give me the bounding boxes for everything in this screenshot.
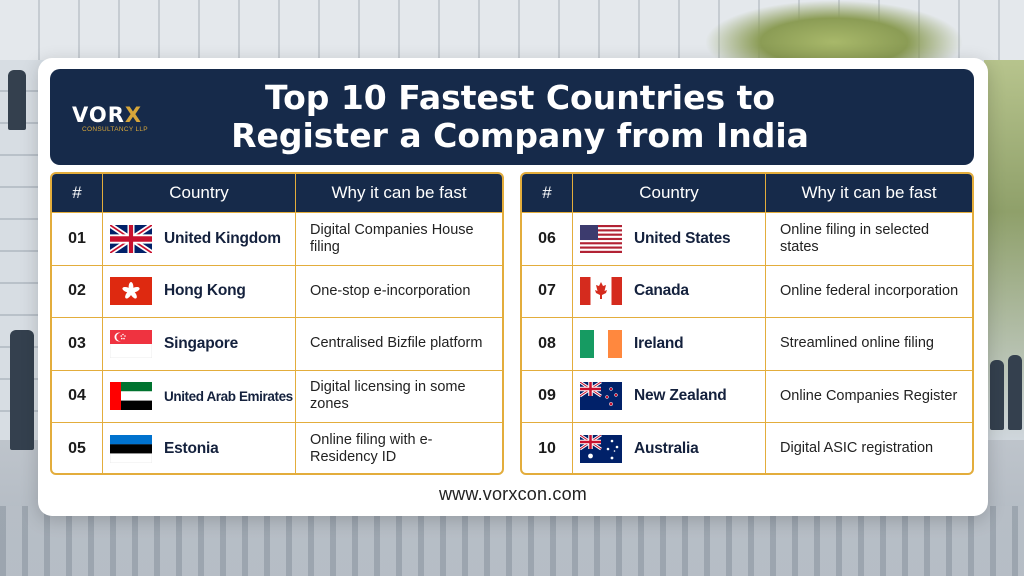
us-flag-icon — [580, 224, 622, 253]
country-name: United Arab Emirates — [164, 388, 293, 404]
reason: Digital licensing in some zones — [310, 379, 466, 413]
country-name: United Kingdom — [164, 229, 281, 247]
rank: 01 — [52, 213, 103, 265]
rank: 06 — [522, 213, 573, 265]
new-zealand-flag-icon — [580, 382, 622, 411]
reason: Online Companies Register — [780, 387, 958, 404]
table-header: # Country Why it can be fast — [52, 174, 502, 212]
country-name: United States — [634, 229, 731, 247]
countries-table-left: # Country Why it can be fast 01 United K… — [50, 172, 504, 475]
reason: Digital Companies House filing — [310, 221, 474, 255]
table-row: 07 Canada Online federal incorporation — [522, 264, 972, 317]
country-name: New Zealand — [634, 387, 727, 405]
rank: 07 — [522, 265, 573, 317]
reason: Online filing with e-Residency ID — [310, 431, 433, 465]
countries-table-right: # Country Why it can be fast 06 United S… — [520, 172, 974, 475]
country-name: Canada — [634, 282, 689, 300]
reason: Streamlined online filing — [780, 335, 934, 352]
rank: 03 — [52, 318, 103, 370]
table-row: 02 Hong Kong One-stop e-incorporation — [52, 264, 502, 317]
country-name: Estonia — [164, 439, 219, 457]
reason: Online federal incorporation — [780, 282, 959, 299]
page-title: Top 10 Fastest Countries to Register a C… — [231, 78, 809, 155]
table-row: 01 United Kingdom Digital Companies Hous… — [52, 212, 502, 265]
table-row: 06 United States Online filing in select… — [522, 212, 972, 265]
canada-flag-icon — [580, 277, 622, 306]
table-row: 10 Australia — [522, 422, 972, 473]
header-why: Why it can be fast — [331, 183, 467, 202]
country-name: Ireland — [634, 334, 684, 352]
country-name: Hong Kong — [164, 282, 246, 300]
australia-flag-icon — [580, 434, 622, 463]
rank: 09 — [522, 370, 573, 422]
estonia-flag-icon — [110, 434, 152, 463]
website-url: www.vorxcon.com — [438, 484, 588, 504]
rank: 10 — [522, 423, 573, 473]
header-country: Country — [573, 174, 766, 212]
country-name: Singapore — [164, 334, 238, 352]
header-country: Country — [103, 174, 296, 212]
country-name: Australia — [634, 439, 699, 457]
table-row: 04 United Arab Emirates Digital licensin… — [52, 369, 502, 422]
reason: Centralised Bizfile platform — [310, 335, 483, 352]
table-row: 05 Estonia Online filing with e-Residenc… — [52, 422, 502, 473]
rank: 04 — [52, 370, 103, 422]
header-why: Why it can be fast — [801, 183, 937, 202]
uk-flag-icon — [110, 224, 152, 253]
ireland-flag-icon — [580, 329, 622, 358]
reason: Online filing in selected states — [780, 221, 930, 255]
table-row: 08 Ireland Streamlined online filing — [522, 317, 972, 370]
table-row: 03 Singapore Centralised Bizfile platfor… — [52, 317, 502, 370]
header-rank: # — [52, 174, 103, 212]
rank: 02 — [52, 265, 103, 317]
table-row: 09 New Zealand Online Companies R — [522, 369, 972, 422]
header-rank: # — [522, 174, 573, 212]
rank: 08 — [522, 318, 573, 370]
table-header: # Country Why it can be fast — [522, 174, 972, 212]
vorx-logo: VORX CONSULTANCY LLP — [72, 103, 148, 134]
uae-flag-icon — [110, 382, 152, 411]
reason: One-stop e-incorporation — [310, 282, 471, 299]
rank: 05 — [52, 423, 103, 473]
hong-kong-flag-icon — [110, 277, 152, 306]
title-banner: VORX CONSULTANCY LLP Top 10 Fastest Coun… — [50, 69, 974, 165]
reason: Digital ASIC registration — [780, 440, 934, 457]
singapore-flag-icon — [110, 329, 152, 358]
